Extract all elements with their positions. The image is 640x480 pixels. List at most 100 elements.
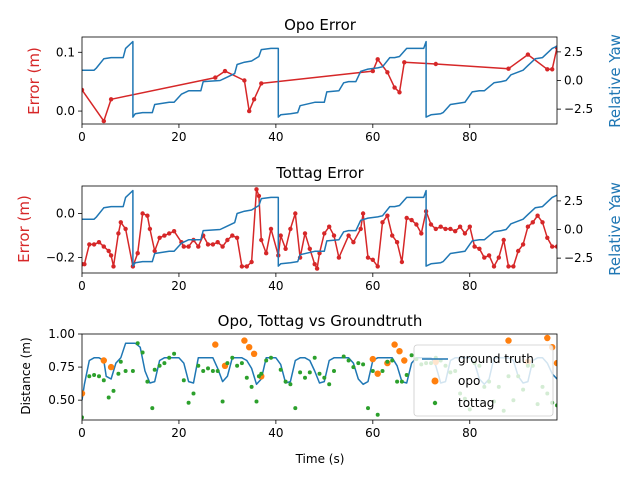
error-point	[520, 242, 526, 247]
tottag-point	[181, 378, 186, 383]
error-point	[230, 233, 235, 238]
error-point	[239, 264, 245, 269]
error-point	[448, 226, 453, 232]
error-point	[220, 244, 225, 249]
error-point	[242, 78, 247, 83]
error-point	[530, 220, 535, 225]
tottag-point	[293, 406, 298, 411]
opo-point	[246, 344, 253, 351]
error-point	[157, 235, 162, 240]
x-tick-label: 80	[462, 426, 477, 440]
error-point	[545, 67, 550, 72]
error-point	[433, 226, 438, 232]
x-tick-label: 60	[365, 426, 380, 440]
tottag-point	[327, 382, 332, 387]
tottag-point	[152, 367, 157, 372]
opo-point	[369, 355, 376, 363]
tottag-point	[256, 374, 261, 379]
error-point	[375, 57, 380, 62]
error-point	[147, 226, 153, 232]
error-point	[264, 251, 269, 256]
tottag-point	[351, 365, 356, 370]
tottag-point	[150, 406, 155, 411]
tottag-point	[145, 379, 150, 384]
tottag-point	[220, 399, 225, 404]
y-axis-label-left: Error (m)	[15, 195, 33, 263]
error-point	[336, 255, 342, 260]
error-point	[496, 255, 501, 260]
error-point	[414, 222, 419, 227]
x-tick-label: 0	[78, 279, 86, 293]
y-tick-label: 0.1	[56, 45, 75, 59]
x-tick-label: 20	[171, 130, 186, 144]
error-point	[152, 248, 157, 254]
tottag-point	[254, 399, 259, 404]
tottag-point	[395, 379, 400, 384]
error-point	[397, 90, 402, 95]
opo-point	[374, 370, 381, 377]
error-point	[256, 193, 262, 199]
error-point	[225, 237, 230, 243]
x-tick-label: 40	[268, 279, 283, 293]
tottag-point	[186, 400, 191, 405]
plot-area: 0 20 40 60 80 0.0 0.1 −2.5 0.0 2.5	[56, 36, 593, 144]
tottag-point	[140, 350, 145, 355]
tottag-point	[92, 373, 97, 377]
error-point	[399, 259, 405, 265]
error-point	[213, 75, 218, 80]
axes-frame	[81, 333, 558, 421]
tottag-point	[135, 341, 140, 346]
opo-point	[391, 341, 398, 348]
error-point	[293, 211, 298, 216]
error-point	[101, 244, 107, 249]
tottag-point	[235, 363, 240, 368]
error-point	[467, 224, 472, 229]
tottag-point	[409, 353, 414, 358]
error-point	[545, 235, 550, 240]
error-point	[162, 233, 167, 238]
error-point	[205, 242, 211, 247]
error-point	[511, 264, 516, 269]
error-point	[550, 67, 555, 72]
y-tick-label: −0.2	[46, 251, 75, 265]
error-point	[482, 255, 487, 260]
x-tick-label: 40	[268, 426, 283, 440]
y2-tick-label: −2.5	[564, 251, 593, 265]
error-point	[181, 244, 186, 249]
error-point	[404, 215, 409, 221]
error-point	[288, 226, 293, 232]
error-point	[443, 226, 448, 232]
y-tick-label: 1.00	[48, 327, 75, 341]
error-point	[278, 233, 283, 238]
error-point	[186, 244, 191, 249]
panel-groundtruth: Opo, Tottag vs Groundtruth Distance (m) …	[19, 312, 558, 466]
tottag-point	[283, 379, 288, 384]
error-point	[535, 213, 540, 218]
error-point	[491, 264, 497, 269]
opo-point	[396, 348, 403, 355]
legend-label: opo	[458, 374, 480, 388]
error-point	[314, 266, 320, 271]
tottag-point	[385, 359, 390, 364]
y2-tick-label: −2.5	[564, 102, 593, 116]
error-point	[394, 240, 400, 245]
tottag-point	[399, 379, 404, 384]
panel-title: Opo Error	[284, 16, 357, 34]
error-point	[516, 248, 521, 254]
error-point	[360, 211, 366, 216]
opo-point	[544, 334, 551, 342]
x-tick-label: 0	[78, 426, 86, 440]
error-point	[375, 264, 380, 269]
tottag-point	[322, 375, 327, 380]
tottag-point	[215, 369, 220, 373]
error-point	[370, 257, 375, 262]
tottag-point	[264, 358, 269, 363]
panel-tottag-error: Tottag Error Error (m) Relative Yaw 0 20 4…	[15, 164, 624, 293]
tottag-point	[555, 403, 557, 408]
error-point	[82, 87, 85, 93]
tottag-point	[97, 374, 101, 379]
tottag-point	[366, 406, 370, 411]
error-point	[409, 217, 414, 223]
error-point	[472, 244, 477, 249]
